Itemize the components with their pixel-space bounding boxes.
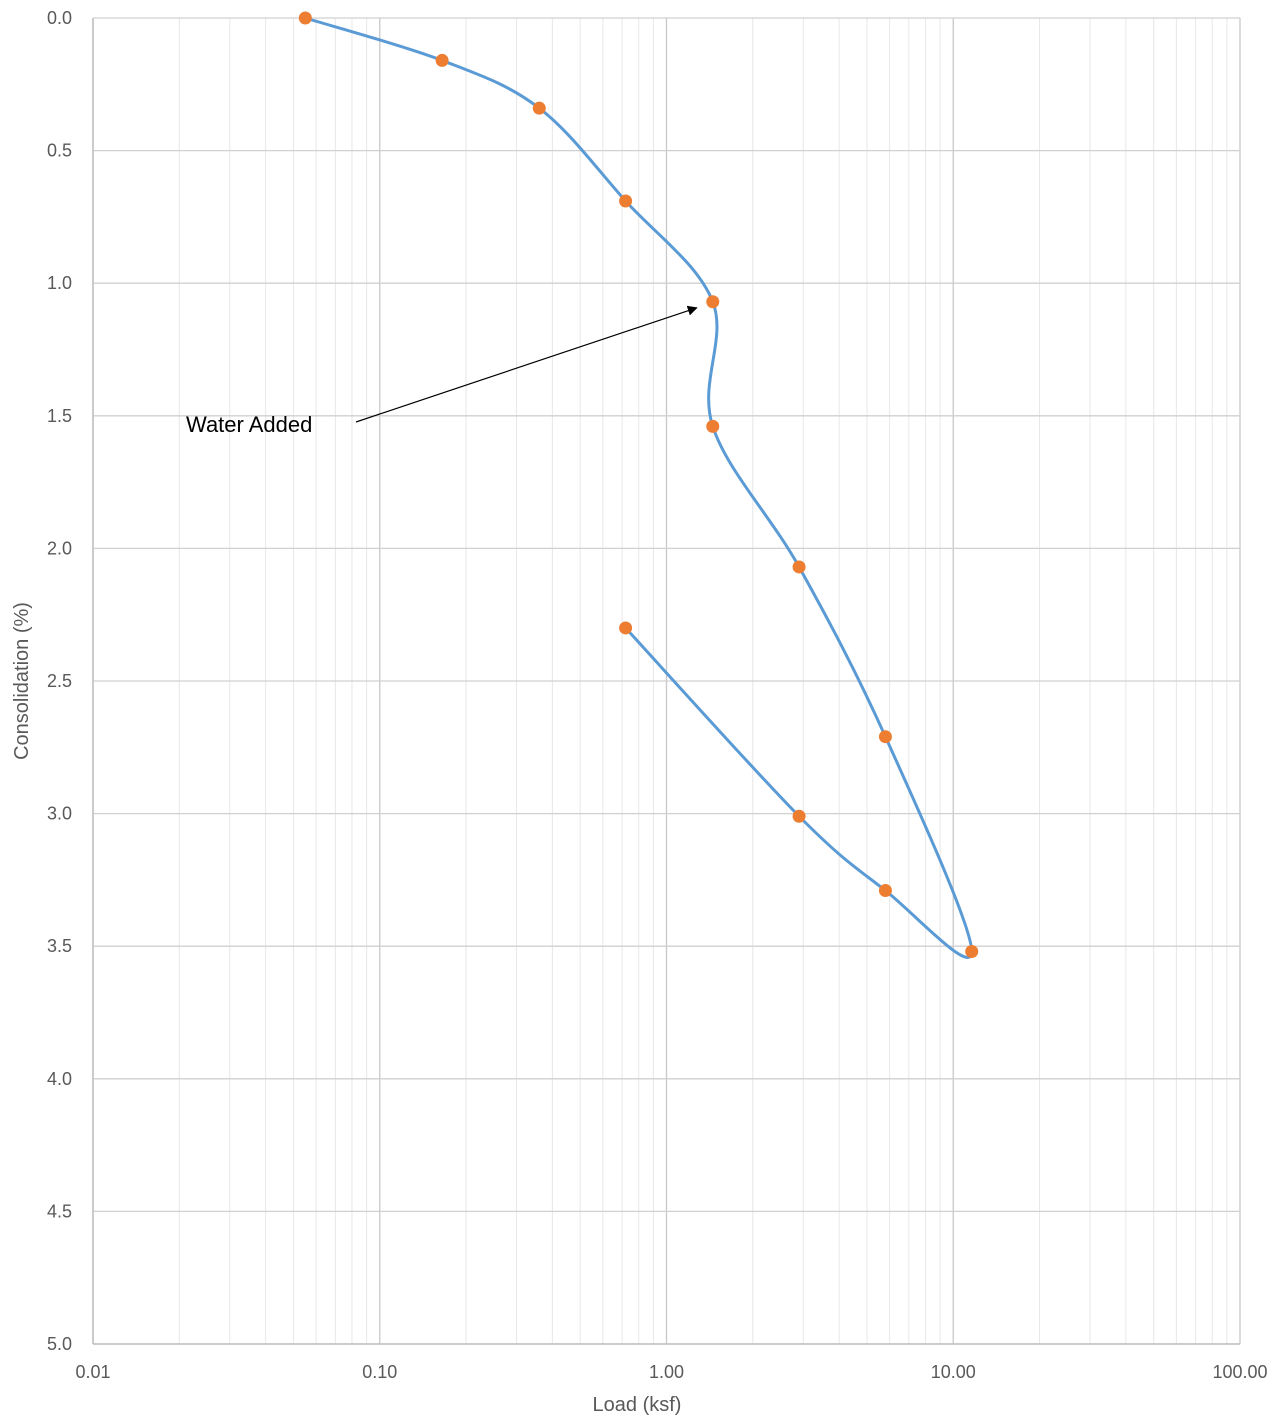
x-tick-label: 0.01	[75, 1362, 110, 1382]
plot-area: Water Added	[92, 11, 1241, 1345]
data-point	[706, 295, 720, 309]
y-tick-label: 2.0	[47, 538, 72, 558]
data-point	[878, 884, 892, 898]
data-point	[435, 53, 449, 67]
x-tick-label: 100.00	[1212, 1362, 1267, 1382]
data-point	[792, 809, 806, 823]
y-tick-label: 3.0	[47, 804, 72, 824]
y-tick-labels: 0.0 0.5 1.0 1.5 2.0 2.5 3.0 3.5 4.0 4.5 5.0	[47, 8, 72, 1354]
x-tick-label: 0.10	[362, 1362, 397, 1382]
axes	[92, 18, 1240, 1345]
y-tick-label: 0.0	[47, 8, 72, 28]
annotation-layer: Water Added	[186, 305, 698, 437]
y-tick-label: 1.0	[47, 273, 72, 293]
y-tick-label: 2.5	[47, 671, 72, 691]
series-layer	[298, 11, 979, 959]
y-tick-label: 1.5	[47, 406, 72, 426]
y-axis-title: Consolidation (%)	[11, 602, 33, 760]
y-tick-label: 4.5	[47, 1201, 72, 1221]
x-tick-label: 10.00	[931, 1362, 976, 1382]
y-tick-label: 3.5	[47, 936, 72, 956]
y-tick-label: 5.0	[47, 1334, 72, 1354]
data-point	[619, 621, 633, 635]
x-tick-labels: 0.01 0.10 1.00 10.00 100.00	[75, 1362, 1267, 1382]
annotation-label: Water Added	[186, 412, 312, 437]
data-point	[878, 730, 892, 744]
annotation-arrow	[355, 305, 698, 423]
data-point	[298, 11, 312, 25]
x-axis-title: Load (ksf)	[593, 1394, 682, 1416]
data-point	[706, 419, 720, 433]
data-point	[965, 945, 979, 959]
data-point	[619, 194, 633, 208]
data-point	[532, 101, 546, 115]
data-point	[792, 560, 806, 574]
y-tick-label: 0.5	[47, 141, 72, 161]
y-tick-label: 4.0	[47, 1069, 72, 1089]
x-tick-label: 1.00	[649, 1362, 684, 1382]
